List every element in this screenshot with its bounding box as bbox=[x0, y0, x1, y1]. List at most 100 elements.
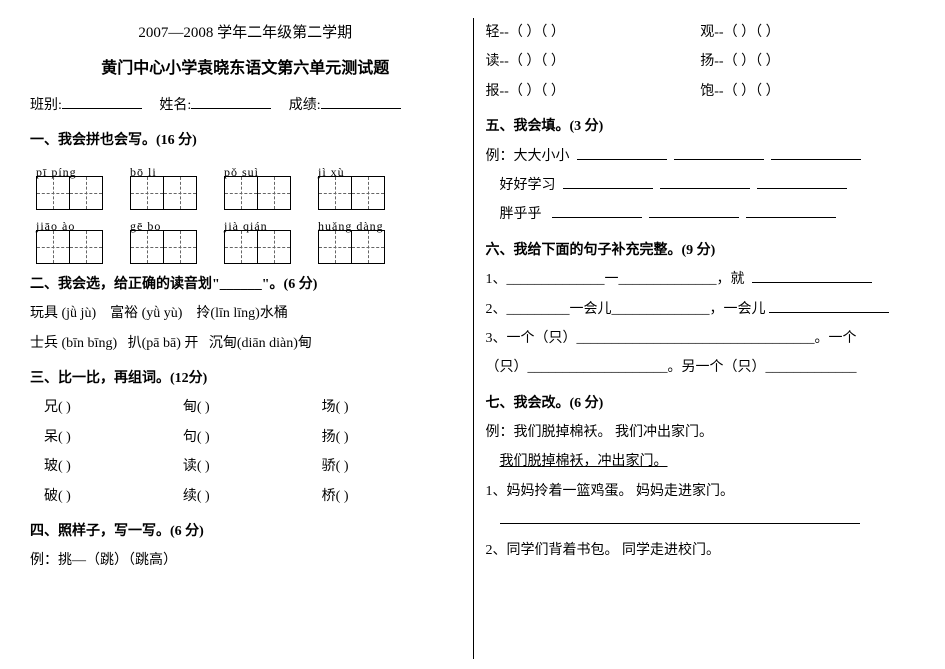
section2-title: 二、我会选，给正确的读音划"______"。(6 分) bbox=[30, 270, 461, 299]
sec3-cell[interactable]: 兄( ) bbox=[44, 393, 183, 422]
pinyin-row-2: jiāo ào gē bo jià qián huǎng dàng bbox=[36, 214, 461, 264]
right-column: 轻--（ ）（ ） 观--（ ）（ ） 读--（ ）（ ） 扬--（ ）（ ） … bbox=[473, 18, 916, 659]
sec6-line3b[interactable]: （只）____________________。另一个（只）__________… bbox=[486, 353, 916, 382]
char-boxes[interactable] bbox=[318, 230, 384, 264]
sec3-cell[interactable]: 骄( ) bbox=[322, 452, 461, 481]
sec3-row: 玻( ) 读( ) 骄( ) bbox=[44, 452, 461, 481]
sec7-q2: 2、同学们背着书包。 同学走进校门。 bbox=[486, 536, 916, 565]
header-line1: 2007—2008 学年二年级第二学期 bbox=[30, 18, 461, 50]
sec3-cell[interactable]: 句( ) bbox=[183, 423, 322, 452]
sec4-cell[interactable]: 轻--（ ）（ ） bbox=[486, 18, 701, 47]
sec2-item[interactable]: 玩具 (jǜ jù) bbox=[30, 306, 96, 321]
char-boxes[interactable] bbox=[224, 176, 290, 210]
sec3-cell[interactable]: 桥( ) bbox=[322, 482, 461, 511]
sec6-line2: 2、_________一会儿______________，一会儿 bbox=[486, 295, 916, 324]
worksheet-page: 2007—2008 学年二年级第二学期 黄门中心小学袁晓东语文第六单元测试题 班… bbox=[0, 0, 945, 669]
sec3-cell[interactable]: 甸( ) bbox=[183, 393, 322, 422]
pinyin-group: jiāo ào bbox=[36, 214, 102, 264]
sec3-cell[interactable]: 读( ) bbox=[183, 452, 322, 481]
sec4-cell[interactable]: 读--（ ）（ ） bbox=[486, 47, 701, 76]
sec5-line3: 胖乎乎 bbox=[486, 200, 916, 229]
sec4-row: 报--（ ）（ ） 饱--（ ）（ ） bbox=[486, 77, 916, 106]
section3-title: 三、比一比，再组词。(12分) bbox=[30, 364, 461, 393]
blank[interactable] bbox=[552, 203, 642, 218]
sec4-cell[interactable]: 报--（ ）（ ） bbox=[486, 77, 701, 106]
sec2-line1: 玩具 (jǜ jù) 富裕 (yǜ yù) 拎(līn līng)水桶 bbox=[30, 299, 461, 328]
pinyin-text: jiāo ào bbox=[36, 214, 75, 230]
pinyin-text: huǎng dàng bbox=[318, 214, 384, 230]
sec5-line2: 好好学习 bbox=[486, 171, 916, 200]
sec4-example: 例：挑—（跳）（跳高） bbox=[30, 546, 461, 575]
sec5-ex-label: 例：大大小小 bbox=[486, 149, 570, 164]
sec2-item[interactable]: 士兵 (bīn bīng) bbox=[30, 336, 117, 351]
header-line2: 黄门中心小学袁晓东语文第六单元测试题 bbox=[30, 52, 461, 86]
sec6-line3[interactable]: 3、一个（只）_________________________________… bbox=[486, 324, 916, 353]
name-blank[interactable] bbox=[191, 94, 271, 109]
sec3-cell[interactable]: 呆( ) bbox=[44, 423, 183, 452]
sec6-line1: 1、______________一______________，就 bbox=[486, 265, 916, 294]
blank[interactable] bbox=[674, 145, 764, 160]
pinyin-row-1: pī píng bō li pǒ suì jì xù bbox=[36, 160, 461, 210]
sec6-l1[interactable]: 1、______________一______________，就 bbox=[486, 272, 745, 287]
blank[interactable] bbox=[563, 174, 653, 189]
sec7-ex2: 我们脱掉棉袄，冲出家门。 bbox=[486, 447, 916, 476]
pinyin-text: bō li bbox=[130, 160, 157, 176]
section5-title: 五、我会填。(3 分) bbox=[486, 112, 916, 141]
pinyin-text: jià qián bbox=[224, 214, 268, 230]
blank[interactable] bbox=[649, 203, 739, 218]
pinyin-group: pǒ suì bbox=[224, 160, 290, 210]
sec2-item[interactable]: 富裕 (yǜ yù) bbox=[110, 306, 182, 321]
sec7-ex1: 例：我们脱掉棉袄。 我们冲出家门。 bbox=[486, 418, 916, 447]
pinyin-text: pǒ suì bbox=[224, 160, 259, 176]
blank[interactable] bbox=[771, 145, 861, 160]
student-info-line: 班别: 姓名: 成绩: bbox=[30, 91, 461, 120]
blank[interactable] bbox=[769, 298, 889, 313]
sec3-row: 破( ) 续( ) 桥( ) bbox=[44, 482, 461, 511]
sec3-cell[interactable]: 扬( ) bbox=[322, 423, 461, 452]
pinyin-text: pī píng bbox=[36, 160, 77, 176]
pinyin-group: jià qián bbox=[224, 214, 290, 264]
pinyin-group: bō li bbox=[130, 160, 196, 210]
sec4-cell[interactable]: 扬--（ ）（ ） bbox=[700, 47, 915, 76]
sec7-q1: 1、妈妈拎着一篮鸡蛋。 妈妈走进家门。 bbox=[486, 477, 916, 506]
section4-title: 四、照样子，写一写。(6 分) bbox=[30, 517, 461, 546]
blank[interactable] bbox=[746, 203, 836, 218]
sec2-item[interactable]: 拎(līn līng)水桶 bbox=[196, 306, 287, 321]
char-boxes[interactable] bbox=[130, 230, 196, 264]
class-label: 班别: bbox=[30, 98, 62, 113]
sec3-cell[interactable]: 续( ) bbox=[183, 482, 322, 511]
blank[interactable] bbox=[757, 174, 847, 189]
sec4-row: 读--（ ）（ ） 扬--（ ）（ ） bbox=[486, 47, 916, 76]
sec3-cell[interactable]: 玻( ) bbox=[44, 452, 183, 481]
sec5-line1: 例：大大小小 bbox=[486, 142, 916, 171]
pinyin-text: gē bo bbox=[130, 214, 161, 230]
sec3-cell[interactable]: 场( ) bbox=[322, 393, 461, 422]
section6-title: 六、我给下面的句子补充完整。(9 分) bbox=[486, 236, 916, 265]
sec7-q1-answer[interactable] bbox=[486, 506, 916, 535]
sec5-l2: 好好学习 bbox=[500, 178, 556, 193]
char-boxes[interactable] bbox=[318, 176, 384, 210]
sec2-line2: 士兵 (bīn bīng) 扒(pā bā) 开 沉甸(diān diàn)甸 bbox=[30, 329, 461, 358]
char-boxes[interactable] bbox=[224, 230, 290, 264]
class-blank[interactable] bbox=[62, 94, 142, 109]
char-boxes[interactable] bbox=[36, 176, 102, 210]
score-blank[interactable] bbox=[321, 94, 401, 109]
sec3-row: 呆( ) 句( ) 扬( ) bbox=[44, 423, 461, 452]
sec4-cell[interactable]: 观--（ ）（ ） bbox=[700, 18, 915, 47]
blank[interactable] bbox=[752, 268, 872, 283]
sec4-cell[interactable]: 饱--（ ）（ ） bbox=[700, 77, 915, 106]
pinyin-group: gē bo bbox=[130, 214, 196, 264]
sec3-cell[interactable]: 破( ) bbox=[44, 482, 183, 511]
pinyin-group: huǎng dàng bbox=[318, 214, 384, 264]
blank[interactable] bbox=[660, 174, 750, 189]
sec2-item[interactable]: 扒(pā bā) 开 bbox=[128, 336, 199, 351]
sec2-item[interactable]: 沉甸(diān diàn)甸 bbox=[209, 336, 312, 351]
sec5-l3: 胖乎乎 bbox=[500, 207, 542, 222]
char-boxes[interactable] bbox=[130, 176, 196, 210]
blank[interactable] bbox=[577, 145, 667, 160]
sec3-body: 兄( ) 甸( ) 场( ) 呆( ) 句( ) 扬( ) 玻( ) 读( ) bbox=[30, 393, 461, 511]
sec6-l2[interactable]: 2、_________一会儿______________，一会儿 bbox=[486, 302, 766, 317]
char-boxes[interactable] bbox=[36, 230, 102, 264]
pinyin-group: jì xù bbox=[318, 160, 384, 210]
section7-title: 七、我会改。(6 分) bbox=[486, 389, 916, 418]
